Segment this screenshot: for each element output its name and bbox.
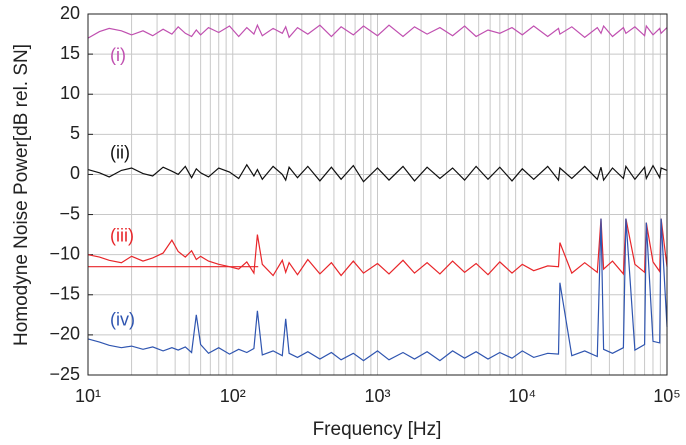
y-tick-label: 15	[60, 43, 80, 63]
y-tick-label: 5	[70, 123, 80, 143]
series-label: (iv)	[110, 310, 135, 330]
x-tick-label: 10⁵	[653, 386, 680, 406]
y-tick-label: 10	[60, 83, 80, 103]
x-tick-label: 10²	[220, 386, 246, 406]
x-tick-label: 10⁴	[508, 386, 536, 406]
series-label: (i)	[110, 45, 126, 65]
plot-frame	[87, 13, 668, 376]
y-axis-label: Homodyne Noise Power[dB rel. SN]	[11, 44, 32, 346]
y-tick-label: −10	[49, 243, 80, 263]
series-label: (iii)	[110, 225, 134, 245]
series-line	[87, 23, 668, 39]
x-tick-label: 10³	[364, 386, 390, 406]
x-tick-label: 10¹	[75, 386, 101, 406]
y-tick-label: −15	[49, 284, 80, 304]
y-tick-label: −20	[49, 324, 80, 344]
series-line	[87, 163, 668, 183]
y-tick-label: −25	[49, 364, 80, 384]
series-line	[87, 218, 668, 362]
x-axis-label: Frequency [Hz]	[313, 419, 442, 440]
y-tick-label: −5	[59, 203, 80, 223]
y-tick-label: 0	[70, 163, 80, 183]
series-label: (ii)	[110, 142, 130, 162]
y-tick-label: 20	[60, 3, 80, 23]
